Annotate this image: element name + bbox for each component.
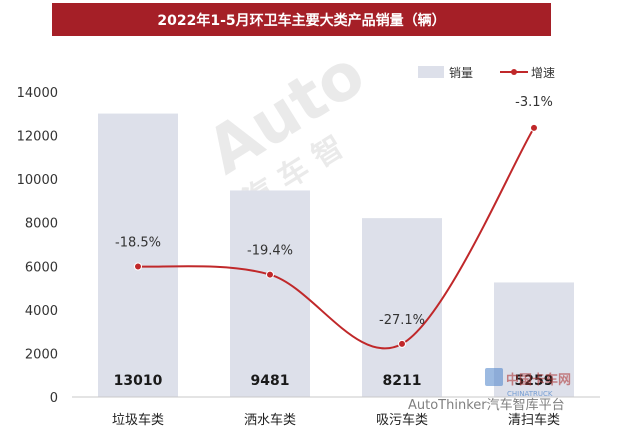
- growth-point: [530, 123, 538, 132]
- legend-label: 增速: [531, 66, 555, 80]
- y-axis: 0 2000 4000 6000 8000 10000 12000 14000: [17, 86, 58, 406]
- bar-value-label: 13010: [114, 373, 163, 389]
- growth-series: -18.5% -19.4% -27.1% -3.1%: [115, 95, 553, 350]
- growth-point: [266, 270, 274, 279]
- y-tick-label: 0: [50, 391, 58, 406]
- bar-value-label: 9481: [251, 373, 290, 389]
- growth-line: [137, 127, 535, 350]
- legend-swatch-bar: [418, 66, 444, 78]
- growth-label: -18.5%: [115, 236, 161, 251]
- chart-title: 2022年1-5月环卫车主要大类产品销量（辆）: [52, 3, 551, 36]
- watermark-bottom: AutoThinker汽车智库平台: [408, 397, 565, 413]
- y-tick-label: 10000: [17, 173, 58, 188]
- x-tick-label: 清扫车类: [508, 412, 560, 428]
- y-tick-label: 14000: [17, 86, 58, 101]
- growth-point: [398, 339, 406, 348]
- y-tick-label: 8000: [25, 217, 58, 232]
- x-tick-label: 洒水车类: [244, 412, 296, 428]
- bar: [98, 113, 178, 397]
- watermark-logo: 中国卡车网: [506, 372, 571, 388]
- x-tick-label: 吸污车类: [376, 412, 428, 428]
- y-tick-label: 6000: [25, 260, 58, 275]
- legend-label: 销量: [449, 66, 473, 80]
- growth-label: -3.1%: [515, 95, 553, 110]
- growth-label: -19.4%: [247, 244, 293, 259]
- y-tick-label: 2000: [25, 347, 58, 362]
- bar-value-labels: 13010 9481 8211 5259: [114, 373, 554, 389]
- legend: 销量 增速: [418, 66, 555, 80]
- bar-value-label: 5259: [515, 373, 554, 389]
- watermark-logo-sub: CHINATRUCK: [507, 390, 553, 398]
- bottom-watermark: 中国卡车网 CHINATRUCK AutoThinker汽车智库平台: [408, 368, 571, 413]
- y-tick-label: 12000: [17, 130, 58, 145]
- x-tick-label: 垃圾车类: [112, 412, 164, 428]
- x-axis: 垃圾车类 洒水车类 吸污车类 清扫车类: [112, 412, 560, 428]
- bar: [494, 282, 574, 397]
- bar-series: [98, 113, 574, 397]
- y-tick-label: 4000: [25, 304, 58, 319]
- bar: [362, 218, 442, 397]
- legend-swatch-marker: [511, 69, 517, 75]
- growth-label: -27.1%: [379, 313, 425, 328]
- bar: [230, 190, 310, 397]
- bar-value-label: 8211: [383, 373, 422, 389]
- growth-point: [134, 262, 142, 271]
